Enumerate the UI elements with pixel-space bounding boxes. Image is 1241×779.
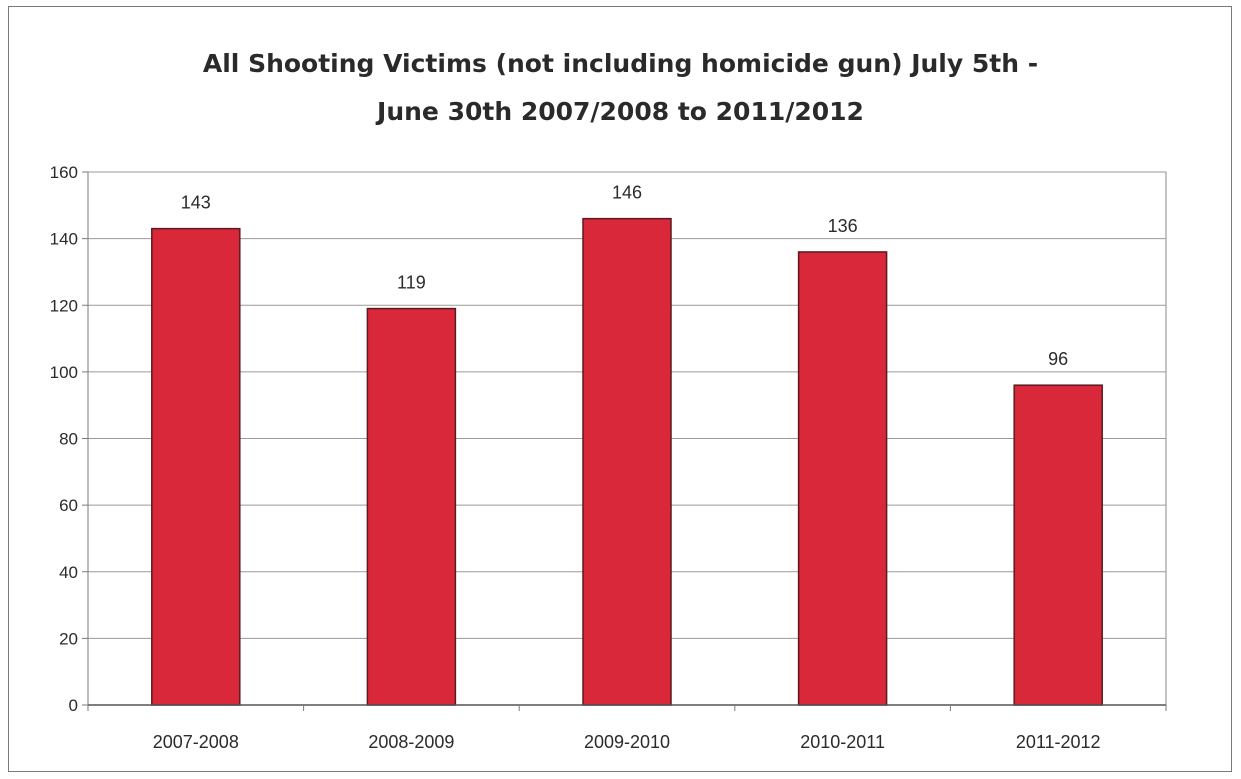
x-tick-label-2009-2010: 2009-2010: [584, 732, 670, 752]
bars: [151, 217, 1103, 706]
x-axis: 2007-2008 2008-2009 2009-2010 2010-2011 2011…: [87, 704, 1167, 752]
chart-title-line-1: All Shooting Victims (not including homi…: [202, 49, 1039, 78]
data-label-2009-2010: 146: [612, 183, 642, 203]
y-tick-label: 0: [69, 696, 78, 715]
y-tick-label: 160: [50, 163, 78, 182]
bar-2009-2010: [582, 217, 672, 706]
x-tick-label-2008-2009: 2008-2009: [368, 732, 454, 752]
data-label-2011-2012: 96: [1048, 349, 1068, 369]
data-label-2007-2008: 143: [181, 193, 211, 213]
bar-2010-2011: [797, 251, 888, 706]
data-label-2008-2009: 119: [397, 273, 426, 293]
chart-title: All Shooting Victims (not including homi…: [0, 40, 1241, 136]
y-tick-label: 20: [59, 629, 78, 648]
y-axis: 0 20 40 60 80 100 120 140 160: [50, 163, 89, 715]
y-tick-label: 60: [59, 496, 78, 515]
chart-title-line-2: June 30th 2007/2008 to 2011/2012: [377, 97, 864, 126]
bar-2007-2008: [151, 227, 241, 706]
data-labels: 143 119 146 136 96: [181, 183, 1068, 370]
x-tick-label-2011-2012: 2011-2012: [1016, 732, 1101, 752]
y-tick-label: 100: [50, 363, 78, 382]
x-tick-label-2010-2011: 2010-2011: [800, 732, 885, 752]
y-tick-label: 120: [50, 296, 78, 315]
x-tick-label-2007-2008: 2007-2008: [153, 732, 239, 752]
y-tick-label: 80: [59, 430, 78, 449]
data-label-2010-2011: 136: [828, 216, 858, 236]
y-tick-label: 140: [50, 230, 78, 249]
bar-2008-2009: [366, 307, 457, 706]
bar-2011-2012: [1013, 384, 1103, 706]
y-tick-label: 40: [59, 563, 78, 582]
